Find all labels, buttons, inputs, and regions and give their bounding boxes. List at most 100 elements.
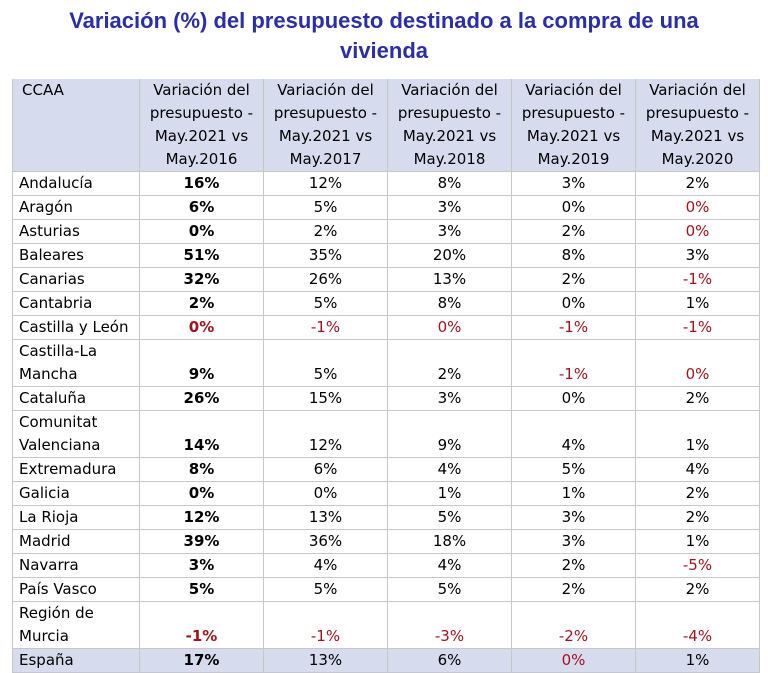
value-cell: 0% bbox=[511, 291, 636, 316]
value-cell: -4% bbox=[635, 601, 760, 649]
table-row: Cataluña 26% 15% 3% 0% 2% bbox=[12, 386, 760, 411]
value-cell: 15% bbox=[263, 386, 388, 411]
value-cell: 0% bbox=[139, 481, 264, 506]
value-cell: -1% bbox=[511, 339, 636, 387]
table-row: Andalucía 16% 12% 8% 3% 2% bbox=[12, 171, 760, 196]
value-cell: -1% bbox=[511, 315, 636, 340]
value-cell: -1% bbox=[635, 267, 760, 292]
value-cell: 0% bbox=[387, 315, 512, 340]
value-cell: 3% bbox=[511, 171, 636, 196]
value-cell: 39% bbox=[139, 529, 264, 554]
table-row: Galicia 0% 0% 1% 1% 2% bbox=[12, 481, 760, 506]
value-cell: 51% bbox=[139, 243, 264, 268]
value-cell: 12% bbox=[263, 410, 388, 458]
value-cell: -2% bbox=[511, 601, 636, 649]
table-row: Canarias 32% 26% 13% 2% -1% bbox=[12, 267, 760, 292]
value-cell: 2% bbox=[511, 577, 636, 602]
value-cell: 8% bbox=[387, 171, 512, 196]
value-cell: 2% bbox=[511, 219, 636, 244]
value-cell: 1% bbox=[511, 481, 636, 506]
value-cell: 1% bbox=[387, 481, 512, 506]
value-cell: 3% bbox=[511, 529, 636, 554]
value-cell: 4% bbox=[635, 457, 760, 482]
header-col-1: Variación del presupuesto - May.2021 vs … bbox=[139, 79, 264, 172]
table-row: Castilla y León 0% -1% 0% -1% -1% bbox=[12, 315, 760, 340]
value-cell: 2% bbox=[635, 505, 760, 530]
value-cell: 2% bbox=[387, 339, 512, 387]
value-cell: 1% bbox=[635, 291, 760, 316]
value-cell: -3% bbox=[387, 601, 512, 649]
table-row: Navarra 3% 4% 4% 2% -5% bbox=[12, 553, 760, 578]
value-cell: 12% bbox=[263, 171, 388, 196]
budget-variation-table: CCAA Variación del presupuesto - May.202… bbox=[12, 79, 760, 673]
region-name: Madrid bbox=[12, 529, 140, 554]
value-cell: 3% bbox=[635, 243, 760, 268]
region-name: España bbox=[12, 648, 140, 673]
value-cell: 13% bbox=[263, 505, 388, 530]
table-row: País Vasco 5% 5% 5% 2% 2% bbox=[12, 577, 760, 602]
value-cell: 4% bbox=[511, 410, 636, 458]
value-cell: 1% bbox=[635, 410, 760, 458]
header-ccaa: CCAA bbox=[12, 79, 140, 172]
region-name: Comunitat Valenciana bbox=[12, 410, 140, 458]
header-col-2: Variación del presupuesto - May.2021 vs … bbox=[263, 79, 388, 172]
value-cell: 0% bbox=[511, 386, 636, 411]
value-cell: -1% bbox=[263, 315, 388, 340]
value-cell: 0% bbox=[139, 219, 264, 244]
value-cell: 2% bbox=[511, 553, 636, 578]
value-cell: 2% bbox=[139, 291, 264, 316]
region-name: Andalucía bbox=[12, 171, 140, 196]
table-row: Baleares 51% 35% 20% 8% 3% bbox=[12, 243, 760, 268]
region-name: La Rioja bbox=[12, 505, 140, 530]
value-cell: 20% bbox=[387, 243, 512, 268]
value-cell: 0% bbox=[139, 315, 264, 340]
region-name: Cataluña bbox=[12, 386, 140, 411]
value-cell: 8% bbox=[511, 243, 636, 268]
value-cell: 14% bbox=[139, 410, 264, 458]
header-col-4: Variación del presupuesto - May.2021 vs … bbox=[511, 79, 636, 172]
value-cell: 5% bbox=[263, 291, 388, 316]
title-line-1: Variación (%) del presupuesto destinado … bbox=[69, 8, 699, 33]
region-name: Baleares bbox=[12, 243, 140, 268]
table-row: Comunitat Valenciana 14% 12% 9% 4% 1% bbox=[12, 410, 760, 458]
title-line-2: vivienda bbox=[339, 38, 429, 63]
value-cell: 2% bbox=[511, 267, 636, 292]
header-col-5: Variación del presupuesto - May.2021 vs … bbox=[635, 79, 760, 172]
value-cell: 3% bbox=[139, 553, 264, 578]
value-cell: 16% bbox=[139, 171, 264, 196]
table-row: Madrid 39% 36% 18% 3% 1% bbox=[12, 529, 760, 554]
value-cell: -1% bbox=[635, 315, 760, 340]
region-name: Extremadura bbox=[12, 457, 140, 482]
value-cell: 0% bbox=[511, 648, 636, 673]
value-cell: 5% bbox=[387, 577, 512, 602]
value-cell: 9% bbox=[139, 339, 264, 387]
region-name: Navarra bbox=[12, 553, 140, 578]
value-cell: 32% bbox=[139, 267, 264, 292]
value-cell: 2% bbox=[635, 386, 760, 411]
value-cell: 3% bbox=[511, 505, 636, 530]
value-cell: 8% bbox=[387, 291, 512, 316]
value-cell: 3% bbox=[387, 195, 512, 220]
value-cell: 2% bbox=[263, 219, 388, 244]
value-cell: 12% bbox=[139, 505, 264, 530]
value-cell: 26% bbox=[139, 386, 264, 411]
region-name: Región de Murcia bbox=[12, 601, 140, 649]
value-cell: 13% bbox=[387, 267, 512, 292]
region-name: Galicia bbox=[12, 481, 140, 506]
value-cell: 6% bbox=[263, 457, 388, 482]
table-row: Cantabria 2% 5% 8% 0% 1% bbox=[12, 291, 760, 316]
value-cell: 0% bbox=[511, 195, 636, 220]
value-cell: 13% bbox=[263, 648, 388, 673]
region-name: País Vasco bbox=[12, 577, 140, 602]
value-cell: 4% bbox=[387, 553, 512, 578]
value-cell: 5% bbox=[263, 577, 388, 602]
table-row: Aragón 6% 5% 3% 0% 0% bbox=[12, 195, 760, 220]
value-cell: 5% bbox=[263, 339, 388, 387]
value-cell: 0% bbox=[635, 195, 760, 220]
value-cell: 26% bbox=[263, 267, 388, 292]
value-cell: -5% bbox=[635, 553, 760, 578]
value-cell: -1% bbox=[263, 601, 388, 649]
table-row: Castilla-La Mancha 9% 5% 2% -1% 0% bbox=[12, 339, 760, 387]
table-row: La Rioja 12% 13% 5% 3% 2% bbox=[12, 505, 760, 530]
value-cell: 4% bbox=[263, 553, 388, 578]
